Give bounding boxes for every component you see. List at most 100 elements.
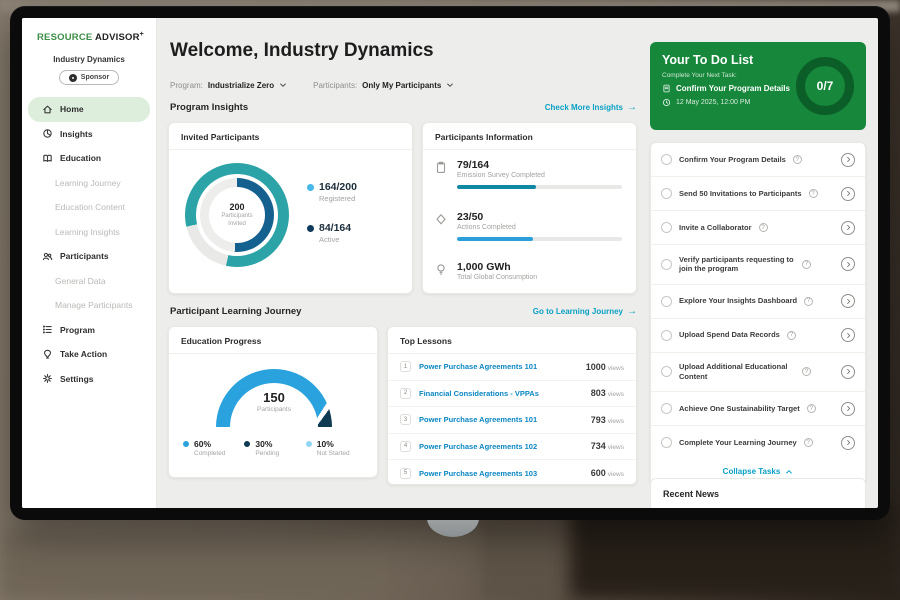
progress-fill [457, 237, 533, 241]
sidebar-item-program[interactable]: Program [28, 318, 150, 343]
legend-item-active: 84/164 Active [307, 222, 357, 244]
checkbox[interactable] [661, 258, 672, 270]
task-row[interactable]: Upload Spend Data Records ? [651, 319, 865, 353]
sidebar-item-insights[interactable]: Insights [28, 122, 150, 147]
check-more-insights-link[interactable]: Check More Insights → [545, 102, 637, 113]
rank-badge: 4 [400, 440, 411, 452]
stat-value: 23/50 [457, 211, 484, 223]
active-participants-ring: 200 Participants Invited [200, 178, 274, 252]
ribbon-icon [42, 349, 53, 360]
views-count: 734 [590, 441, 606, 452]
help-icon[interactable]: ? [803, 438, 813, 447]
chevron-right-icon[interactable] [841, 294, 855, 308]
checkbox[interactable] [661, 154, 672, 165]
chevron-right-icon[interactable] [841, 186, 855, 201]
sidebar-item-participants[interactable]: Participants [28, 244, 150, 269]
sidebar-item-label: Participants [60, 251, 109, 262]
insights-icon [42, 128, 53, 139]
lesson-link[interactable]: Power Purchase Agreements 101 [419, 415, 538, 425]
task-label: Achieve One Sustainability Target [679, 403, 800, 413]
task-row[interactable]: Verify participants requesting to join t… [651, 245, 865, 285]
todo-counter: 0/7 [816, 79, 834, 93]
sidebar-item-label: Education Content [55, 202, 125, 213]
shield-check-icon [435, 213, 447, 226]
help-icon[interactable]: ? [792, 155, 802, 164]
sidebar-item-settings[interactable]: Settings [28, 367, 150, 392]
checkbox[interactable] [661, 295, 672, 307]
legend-value: 10% [316, 439, 334, 449]
help-icon[interactable]: ? [804, 296, 814, 306]
chevron-right-icon[interactable] [841, 328, 855, 342]
dashboard-screen: RESOURCE ADVISOR+ Industry Dynamics Spon… [22, 18, 878, 508]
go-to-learning-journey-link[interactable]: Go to Learning Journey → [532, 306, 637, 317]
sidebar-item-learning-journey[interactable]: Learning Journey [28, 171, 150, 196]
monitor-stand [427, 518, 479, 537]
rank-badge: 1 [400, 361, 411, 373]
home-icon [42, 104, 53, 115]
clipboard-icon [435, 161, 447, 174]
gauge-center: 150 Participants [216, 390, 332, 413]
help-icon[interactable]: ? [758, 223, 768, 232]
sidebar-item-learning-insights[interactable]: Learning Insights [28, 220, 150, 245]
checkbox[interactable] [661, 188, 672, 199]
checkbox[interactable] [661, 366, 672, 378]
stat-label: Total Global Consumption [457, 274, 538, 281]
program-select[interactable]: Program: Industrialize Zero [170, 76, 287, 94]
task-row[interactable]: Explore Your Insights Dashboard ? [651, 285, 865, 319]
chevron-right-icon[interactable] [841, 257, 855, 272]
lesson-link[interactable]: Financial Considerations - VPPAs [419, 388, 539, 398]
legend-dot [307, 225, 314, 232]
participants-select[interactable]: Participants: Only My Participants [313, 76, 454, 94]
sidebar-item-general-data[interactable]: General Data [28, 269, 150, 294]
chevron-right-icon[interactable] [841, 401, 855, 416]
chevron-right-icon[interactable] [841, 152, 855, 167]
sidebar-item-education-content[interactable]: Education Content [28, 195, 150, 220]
todo-progress-ring: 0/7 [796, 57, 854, 115]
task-row[interactable]: Send 50 Invitations to Participants ? [651, 177, 865, 211]
sidebar-item-manage-participants[interactable]: Manage Participants [28, 293, 150, 318]
people-icon [42, 251, 53, 262]
checkbox[interactable] [661, 403, 672, 414]
rank-badge: 3 [400, 414, 411, 426]
education-progress-card: Education Progress 150 Participants 60% … [168, 326, 378, 478]
section-title: Program Insights [170, 102, 249, 113]
chevron-right-icon[interactable] [841, 364, 855, 379]
task-label: Complete Your Learning Journey [679, 437, 797, 447]
donut-center-label: Participants Invited [221, 213, 253, 227]
chevron-right-icon[interactable] [841, 220, 855, 235]
link-label: Go to Learning Journey [532, 307, 623, 316]
monitor-bezel: RESOURCE ADVISOR+ Industry Dynamics Spon… [10, 6, 890, 520]
help-icon[interactable]: ? [802, 367, 811, 377]
lesson-link[interactable]: Power Purchase Agreements 102 [419, 441, 538, 451]
background-floor [0, 530, 380, 600]
checkbox[interactable] [661, 222, 672, 233]
help-icon[interactable]: ? [806, 404, 816, 413]
lesson-link[interactable]: Power Purchase Agreements 103 [419, 468, 538, 478]
sidebar-item-take-action[interactable]: Take Action [28, 342, 150, 367]
org-name: Industry Dynamics [53, 55, 125, 65]
card-title: Invited Participants [169, 123, 412, 150]
collapse-tasks-link[interactable]: Collapse Tasks [651, 459, 865, 485]
legend-label: Not Started [316, 450, 350, 457]
sidebar-item-label: General Data [55, 275, 106, 286]
recent-news-card: Recent News [650, 478, 866, 508]
chevron-right-icon[interactable] [841, 435, 855, 450]
checkbox[interactable] [661, 437, 672, 448]
sidebar-item-home[interactable]: Home [28, 97, 150, 122]
task-row[interactable]: Achieve One Sustainability Target ? [651, 392, 865, 426]
task-row[interactable]: Upload Additional Educational Content ? [651, 353, 865, 392]
help-icon[interactable]: ? [808, 189, 818, 198]
checkbox[interactable] [661, 329, 672, 341]
task-row[interactable]: Invite a Collaborator ? [651, 211, 865, 245]
help-icon[interactable]: ? [786, 330, 796, 340]
task-row[interactable]: Complete Your Learning Journey ? [651, 426, 865, 459]
sidebar-item-education[interactable]: Education [28, 146, 150, 171]
task-label: Confirm Your Program Details [679, 154, 786, 164]
todo-next-task: Confirm Your Program Details [676, 84, 790, 93]
filters-row: Program: Industrialize Zero Participants… [170, 76, 454, 94]
lesson-link[interactable]: Power Purchase Agreements 101 [419, 362, 538, 372]
todo-title: Your To Do List [662, 53, 754, 67]
help-icon[interactable]: ? [802, 259, 811, 269]
task-row[interactable]: Confirm Your Program Details ? [651, 143, 865, 177]
legend-label: Registered [319, 194, 356, 203]
